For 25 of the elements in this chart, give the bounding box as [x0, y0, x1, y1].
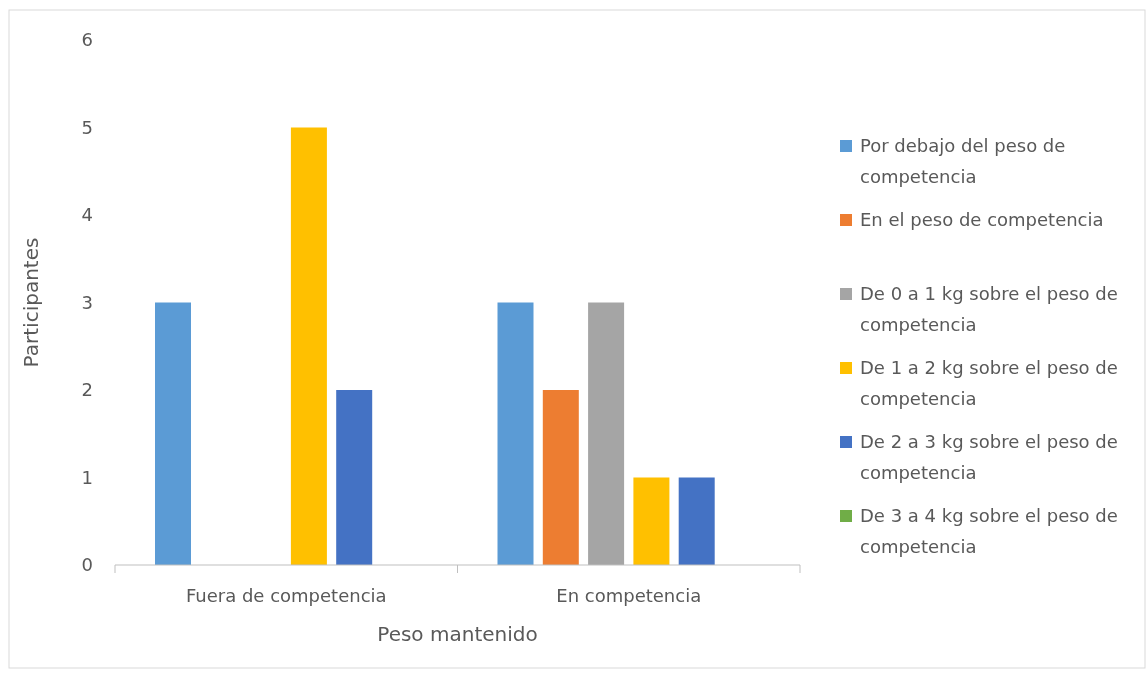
y-tick-label: 4 — [81, 204, 93, 226]
legend-label: De 3 a 4 kg sobre el peso de competencia — [860, 505, 1118, 558]
x-tick-label: En competencia — [556, 585, 702, 606]
legend-label: Por debajo del peso de competencia — [860, 135, 1066, 188]
bar — [290, 127, 327, 565]
y-tick-label: 6 — [81, 29, 93, 51]
bar — [678, 477, 715, 565]
bar — [633, 477, 670, 565]
y-tick-label: 3 — [81, 291, 93, 313]
x-axis-title: Peso mantenido — [377, 622, 538, 646]
bar — [588, 302, 625, 565]
legend-label: De 0 a 1 kg sobre el peso de competencia — [860, 283, 1118, 336]
legend-label: De 2 a 3 kg sobre el peso de competencia — [860, 431, 1118, 484]
x-tick-label: Fuera de competencia — [185, 585, 387, 606]
y-tick-label: 1 — [81, 466, 93, 488]
y-tick-label: 5 — [81, 116, 93, 138]
bar — [336, 390, 373, 565]
y-tick-label: 0 — [81, 554, 93, 576]
y-axis-title: Participantes — [19, 237, 43, 368]
bar — [155, 302, 191, 565]
legend-label: De 1 a 2 kg sobre el peso de competencia — [860, 357, 1118, 410]
bar — [542, 390, 579, 565]
legend-label: En el peso de competencia — [860, 209, 1104, 231]
bar — [497, 302, 534, 565]
y-tick-label: 2 — [81, 379, 93, 401]
